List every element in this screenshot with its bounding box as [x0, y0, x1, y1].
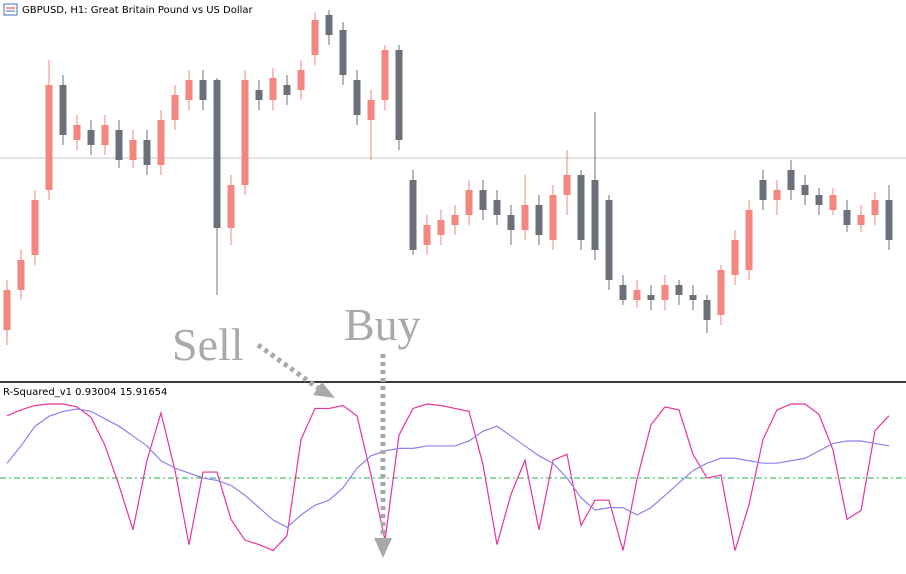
candle-body — [353, 80, 361, 115]
candle-body — [759, 180, 767, 200]
candle-body — [73, 125, 81, 140]
candle-body — [423, 225, 431, 245]
candle-body — [689, 295, 697, 300]
candle-body — [857, 215, 865, 225]
chart-title: GBPUSD, H1: Great Britain Pound vs US Do… — [22, 5, 254, 16]
candle-body — [269, 78, 277, 100]
icon-frame — [3, 3, 18, 16]
candle-body — [143, 140, 151, 165]
indicator-line — [6, 408, 890, 529]
candle-body — [647, 295, 655, 300]
candle-body — [885, 200, 893, 240]
candle-body — [227, 185, 235, 228]
candle-body — [297, 70, 305, 90]
candle-body — [115, 130, 123, 160]
candle-body — [787, 170, 795, 190]
candle-body — [493, 200, 501, 215]
candle-body — [451, 215, 459, 225]
candle-body — [773, 190, 781, 200]
sell-arrow-head — [313, 382, 335, 398]
candle-body — [59, 85, 67, 135]
candle-body — [675, 285, 683, 295]
candle-body — [563, 175, 571, 195]
indicator-pane — [0, 403, 906, 552]
candle-body — [157, 120, 165, 165]
candle-body — [619, 285, 627, 300]
buy-arrow-head — [374, 538, 392, 558]
candle-body — [661, 285, 669, 300]
candle-body — [549, 195, 557, 240]
candle-body — [311, 20, 319, 55]
candle-body — [535, 205, 543, 235]
candle-body — [745, 210, 753, 270]
candle-body — [241, 80, 249, 185]
candle-body — [283, 85, 291, 95]
candle-body — [507, 215, 515, 230]
candle-body — [367, 100, 375, 120]
candle-body — [171, 95, 179, 120]
candle-body — [577, 175, 585, 240]
symbol-icon — [3, 3, 18, 16]
candle-body — [17, 260, 25, 290]
candle-body — [703, 300, 711, 320]
candle-body — [843, 210, 851, 225]
candle-body — [437, 220, 445, 235]
candle-body — [213, 80, 221, 228]
candle-body — [199, 80, 207, 100]
candle-body — [591, 180, 599, 250]
candle-body — [339, 30, 347, 75]
candle-body — [605, 200, 613, 280]
candle-body — [465, 190, 473, 215]
candle-body — [129, 140, 137, 160]
candle-body — [255, 90, 263, 100]
candle-body — [479, 190, 487, 210]
candle-body — [633, 290, 641, 300]
candle-body — [731, 240, 739, 275]
candle-body — [45, 85, 53, 190]
candle-body — [801, 185, 809, 195]
pane-separator — [0, 381, 906, 383]
price-pane — [0, 10, 906, 345]
candle-body — [871, 200, 879, 215]
sell-annotation: Sell — [172, 319, 244, 370]
candle-body — [87, 130, 95, 145]
candle-body — [31, 200, 39, 255]
candle-body — [185, 80, 193, 100]
candle-body — [395, 50, 403, 140]
candle-body — [521, 205, 529, 230]
candle-body — [3, 290, 11, 330]
candle-body — [815, 195, 823, 205]
candle-body — [409, 180, 417, 250]
candle-body — [381, 50, 389, 100]
indicator-title: R-Squared_v1 0.93004 15.91654 — [3, 387, 167, 398]
candle-body — [325, 15, 333, 35]
candle-body — [101, 125, 109, 145]
candle-body — [829, 195, 837, 210]
indicator-line — [6, 403, 890, 552]
candle-body — [717, 270, 725, 315]
buy-annotation: Buy — [344, 299, 421, 350]
